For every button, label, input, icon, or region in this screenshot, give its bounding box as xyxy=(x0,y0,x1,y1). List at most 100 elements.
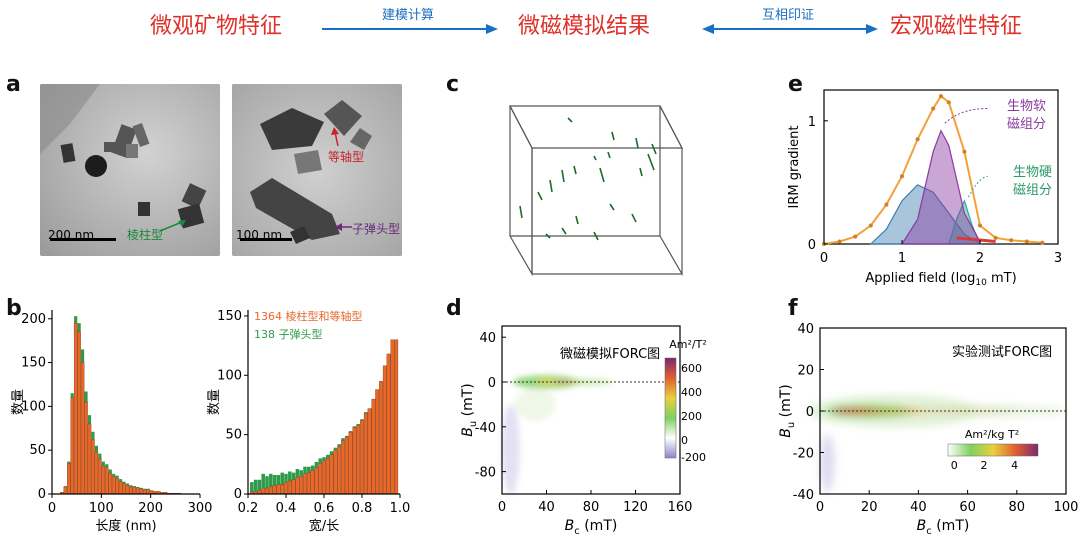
annot-soft-2: 磁组分 xyxy=(1007,117,1046,132)
hist-bar-orange xyxy=(280,484,285,495)
panel-a-label: a xyxy=(6,72,21,97)
legend-orange: 1364 棱柱型和等轴型 xyxy=(254,309,363,323)
panel-c-label: c xyxy=(446,72,460,97)
forc-density-blob xyxy=(502,404,520,494)
hist-bar-orange xyxy=(344,436,349,495)
hist-bar-orange xyxy=(118,481,123,495)
hist-bar-orange xyxy=(341,440,345,495)
irm-data-point xyxy=(884,202,889,207)
y-axis-label: 数量 xyxy=(207,389,222,415)
hist-bar-green xyxy=(284,473,288,483)
forc-density-blob xyxy=(820,433,835,492)
x-tick-label: 1 xyxy=(898,251,906,266)
y-tick-label: -40 xyxy=(475,421,496,436)
hist-bar-orange xyxy=(299,476,304,495)
y-tick-label: -40 xyxy=(793,488,814,503)
y-axis-label: IRM gradient xyxy=(787,126,802,209)
irm-data-point xyxy=(837,239,842,244)
hist-bar-orange xyxy=(136,487,140,495)
y-tick-label: 200 xyxy=(21,312,46,327)
hist-bar-orange xyxy=(284,481,288,495)
hist-bar-orange xyxy=(314,467,319,495)
x-axis-label: Bc (mT) xyxy=(565,518,618,537)
y-tick-label: 0 xyxy=(808,238,816,253)
arrow2-label: 互相印证 xyxy=(762,8,815,23)
y-tick-label: 50 xyxy=(225,428,242,443)
hist-bar-orange xyxy=(94,451,99,495)
hist-bar-green xyxy=(81,349,85,363)
x-tick-label: 0.2 xyxy=(238,501,259,516)
hist-bar-orange xyxy=(386,353,391,495)
colorbar-tick: 0 xyxy=(681,434,688,447)
y-tick-label: 50 xyxy=(29,443,46,458)
hist-bar-green xyxy=(108,469,112,473)
tem-image-left xyxy=(40,84,220,256)
hist-bar-green xyxy=(337,444,341,447)
hist-bar-orange xyxy=(91,439,95,495)
hist-bar-green xyxy=(322,457,326,461)
hist-bar-orange xyxy=(132,486,137,495)
x-tick-label: 80 xyxy=(583,500,600,515)
hist-bar-green xyxy=(333,447,338,451)
panel-e-label: e xyxy=(788,72,803,97)
colorbar-tick: -200 xyxy=(681,451,706,464)
annot-hard-2: 磁组分 xyxy=(1013,183,1052,198)
hist-bar-orange xyxy=(77,331,81,495)
irm-data-point xyxy=(900,174,904,179)
irm-data-point xyxy=(915,137,920,142)
hist-bar-orange xyxy=(146,489,150,495)
x-tick-label: 100 xyxy=(1054,500,1079,515)
hist-bar-green xyxy=(314,461,319,468)
hist-bar-green xyxy=(129,485,133,487)
x-tick-label: 0 xyxy=(820,251,828,266)
forc-density xyxy=(807,394,1066,492)
y-tick-label: 0 xyxy=(488,376,496,391)
hist-bar-green xyxy=(341,438,345,441)
hist-bar-green xyxy=(122,481,126,484)
y-tick-label: 150 xyxy=(21,356,46,371)
irm-data-point xyxy=(946,100,951,105)
hist-bar-green xyxy=(250,482,254,492)
hist-bar-green xyxy=(345,435,349,438)
irm-data-point xyxy=(1009,238,1014,243)
tem-right-annotation-bottom: 子弹头型 xyxy=(352,222,401,236)
hist-bar-green xyxy=(132,486,136,487)
hist-bar-orange xyxy=(295,477,300,495)
hist-bar-green xyxy=(318,458,322,464)
hist-bar-green xyxy=(77,323,81,332)
y-axis-label: Bu (mT) xyxy=(460,383,479,437)
x-tick-label: 0 xyxy=(816,500,824,515)
irm-data-point xyxy=(978,223,982,228)
y-axis-label: Bu (mT) xyxy=(778,384,797,438)
hist-bar-green xyxy=(352,426,357,428)
colorbar-label: Am²/T² xyxy=(669,338,707,351)
hist-bar-orange xyxy=(352,427,357,495)
hist-bar-green xyxy=(94,445,98,452)
hist-bar-green xyxy=(291,472,296,480)
y-tick-label: 0 xyxy=(38,487,46,502)
hist-bar-orange xyxy=(363,413,368,495)
hist-bar-orange xyxy=(87,423,92,495)
x-tick-label: 80 xyxy=(1009,500,1026,515)
y-tick-label: 100 xyxy=(217,368,242,383)
hist-bar-green xyxy=(84,391,88,402)
hist-bar-green xyxy=(139,487,143,489)
y-tick-label: 150 xyxy=(217,309,242,324)
x-tick-label: 0.4 xyxy=(276,501,297,516)
hist-bar-orange xyxy=(108,472,112,495)
y-tick-label: -80 xyxy=(475,466,496,481)
arrow1-icon xyxy=(322,24,498,34)
hist-bar-orange xyxy=(272,485,277,495)
hist-bar-orange xyxy=(306,472,311,495)
irm-data-point xyxy=(993,235,998,240)
tem-left-graphic xyxy=(40,84,220,256)
colorbar xyxy=(947,443,1039,457)
irm-total-line xyxy=(823,94,1043,245)
tem-right-annotation-top: 等轴型 xyxy=(328,150,365,164)
y-tick-label: -20 xyxy=(793,447,814,462)
x-tick-label: 40 xyxy=(538,500,555,515)
irm-data-point xyxy=(1024,239,1029,244)
hist-bar-orange xyxy=(73,322,78,495)
hist-bar-orange xyxy=(303,473,307,495)
hist-bar-green xyxy=(67,461,71,464)
